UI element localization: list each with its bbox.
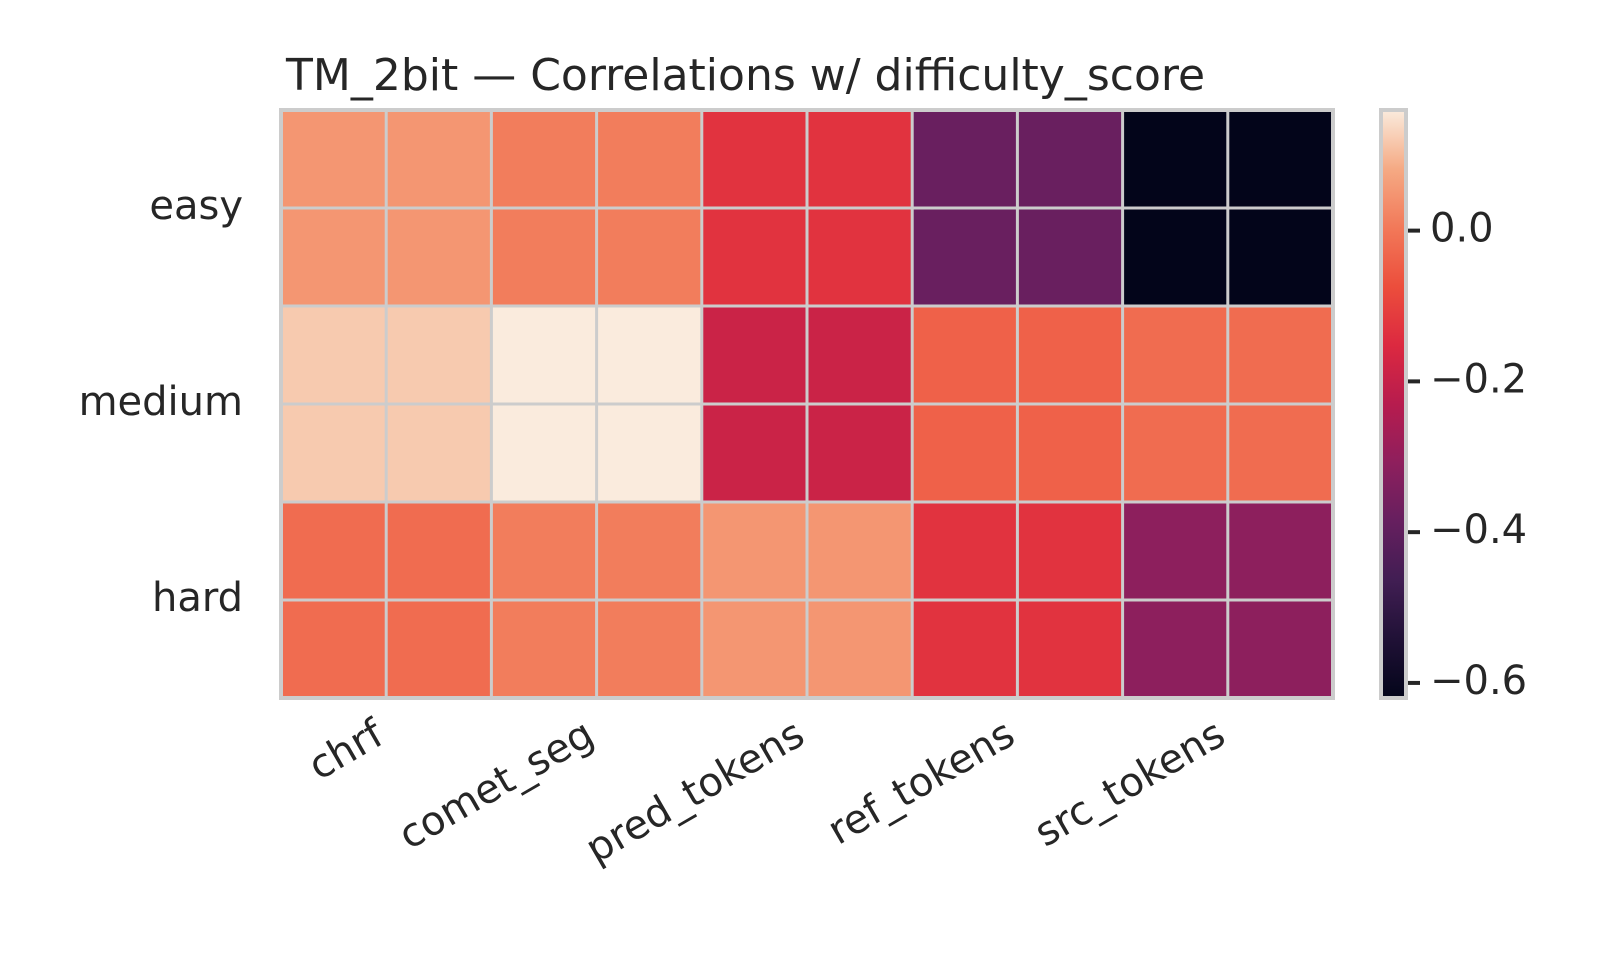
x-tick-label-comet_seg: comet_seg	[391, 711, 602, 859]
x-tick-label-src_tokens: src_tokens	[1027, 711, 1233, 856]
grid-lines	[281, 110, 1333, 698]
colorbar: 0.0 −0.2 −0.4 −0.6	[1379, 108, 1527, 704]
colorbar-gradient	[1379, 108, 1408, 700]
plot-frame	[279, 108, 1335, 700]
colorbar-ticks: 0.0 −0.2 −0.4 −0.6	[1408, 206, 1527, 704]
x-tick-label-pred_tokens: pred_tokens	[578, 711, 812, 873]
colorbar-tick-label: −0.2	[1430, 356, 1527, 402]
y-tick-labels: easy medium hard	[79, 183, 243, 621]
colorbar-tick-label: −0.6	[1430, 658, 1527, 704]
y-tick-label-easy: easy	[149, 183, 243, 229]
x-tick-label-chrf: chrf	[301, 710, 392, 789]
chart-title: TM_2bit — Correlations w/ difficulty_sco…	[285, 50, 1205, 101]
x-tick-label-ref_tokens: ref_tokens	[820, 711, 1022, 854]
y-tick-label-medium: medium	[79, 379, 243, 425]
colorbar-tick-label: 0.0	[1430, 206, 1494, 252]
y-tick-label-hard: hard	[152, 575, 243, 621]
colorbar-tick-label: −0.4	[1430, 507, 1527, 553]
